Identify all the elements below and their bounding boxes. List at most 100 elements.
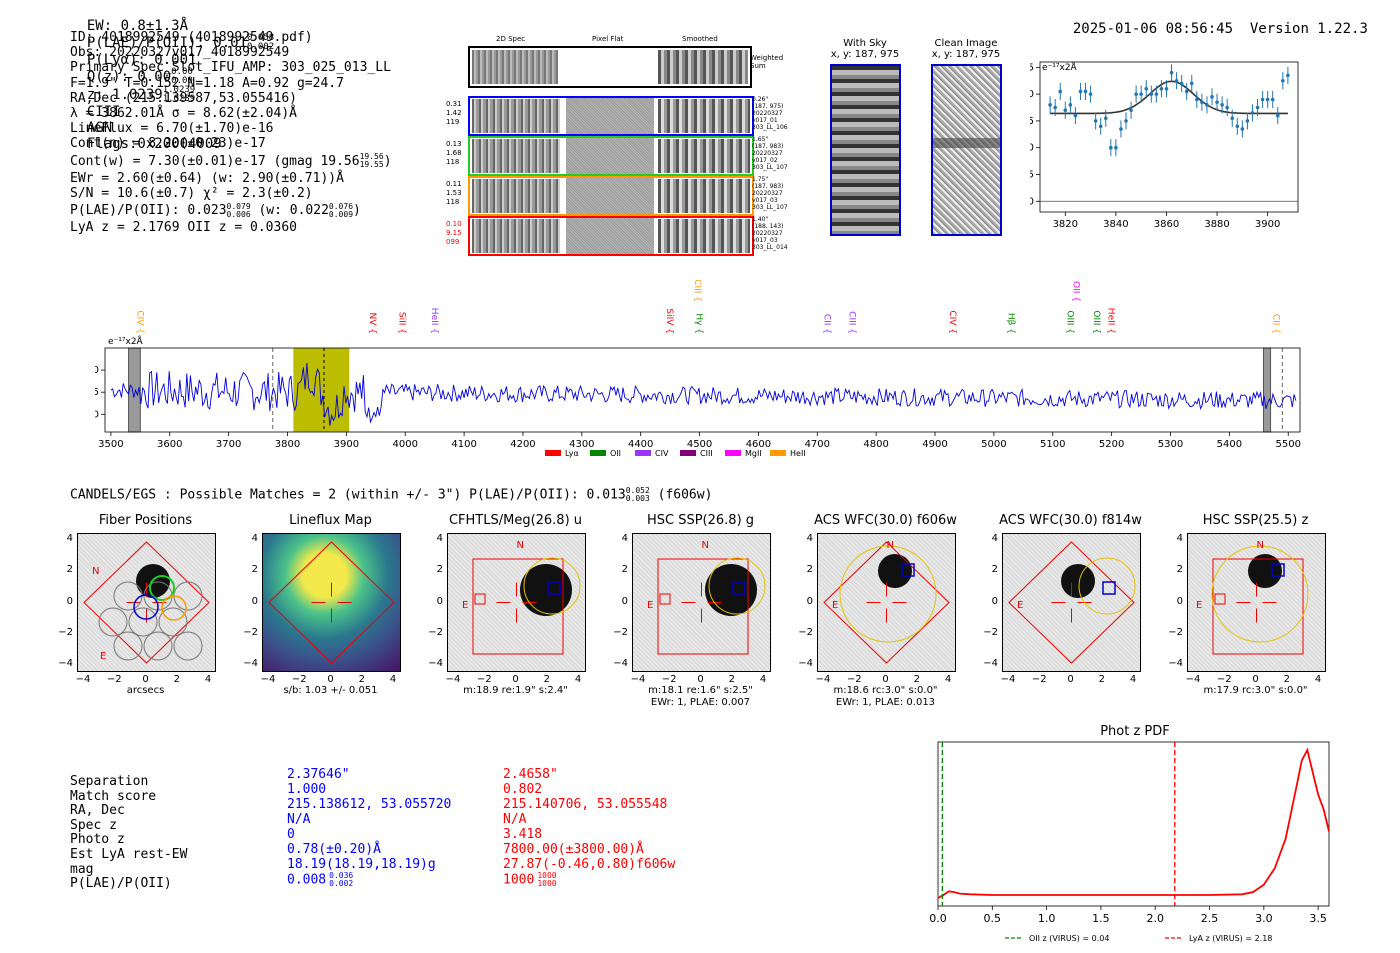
stamp-ytick-label: 4 [991,533,998,544]
cutout-right-label: v017_01 [752,117,778,124]
header-plya: P(Lyα): 0.001 [86,52,197,68]
photz-xtick-label: 2.0 [1146,912,1164,925]
legend-swatch [680,450,696,456]
stamp-caption: m:18.1 re:1.6" s:2.5" [648,685,753,696]
weighted-2d [472,50,558,84]
cutout-right-label: (187, 975) [752,103,784,110]
header-qz-lo: 0.00 [171,76,193,86]
full-xtick-label: 5400 [1217,439,1242,450]
spectral-line-marker: CIV { [134,310,144,334]
with-sky-xy: x, y: 187, 975 [830,49,900,60]
zoom-data-point [1195,97,1199,102]
zoom-data-point [1235,124,1240,129]
stamp-overlay: NE [83,541,210,664]
cutout-right-label: 303_LL_106 [752,124,788,131]
photz-title: Phot z PDF [1100,724,1170,739]
zoom-data-point [1200,100,1204,104]
info-id: ID: 4018992549 (4018992549.pdf) [70,30,313,45]
stamp-footprint [657,558,749,655]
zoom-data-point [1144,86,1149,91]
cutout-2d-spec [472,99,560,133]
stamp-footprint [823,541,950,664]
spectral-line-marker: OIII { [1065,310,1075,334]
info-params: F=1.9" T=0.152 N=1.18 A=0.92 g=24.7 [70,75,344,91]
zoom-data-point [1139,92,1143,96]
cutout-left-label: 118 [446,158,460,166]
match-label: RA, Dec [70,803,125,819]
header-qz-hi: 0.00 [171,67,193,77]
match-labels: Separation Match score RA, Dec Spec z Photo … [70,774,187,891]
cutout-left-label: 0.31 [446,100,462,108]
stamp-xtick-label: 0 [882,674,889,685]
zoom-xtick-label: 3820 [1053,219,1078,230]
full-xtick-label: 3900 [334,439,359,450]
full-xtick-label: 5200 [1099,439,1124,450]
zoom-data-point [1255,105,1260,110]
stamp-overlay: EN [1196,540,1309,655]
stamp-xtick-label: 0 [512,674,519,685]
stamp-match-box [1271,563,1285,577]
stamp-caption: m:18.6 rc:3.0" s:0.0" [833,685,938,696]
full-xtick-label: 3800 [275,439,300,450]
match-blue-value: 1.000 [287,782,327,797]
stamp-ellipse [523,557,581,615]
spectral-line-marker: HeII { [429,308,439,334]
full-xtick-label: 4600 [746,439,771,450]
cutout-2d-spec [472,179,560,213]
full-xtick-label: 4400 [628,439,653,450]
stamp-footprint [472,558,564,655]
stamp-xtick-label: 0 [142,674,149,685]
zoom-ytick-label: 5 [1030,170,1034,181]
line-fit-scale-label: e⁻¹⁷x2Å [1042,61,1078,73]
spectral-line-marker: HeII { [1106,308,1116,334]
match-blue-value: 0 [287,827,295,842]
stamp-xtick-label: 2 [358,674,365,685]
stamp-xtick-label: 0 [327,674,334,685]
stamp-overlay: EN [462,540,581,655]
stamp-e-label: E [100,651,106,662]
match-red-value: 2.4658" [503,767,558,782]
stamp-ytick-label: 2 [66,564,73,576]
match-red-value: 215.140706, 53.055548 [503,797,668,812]
stamp-ytick-label: 0 [66,595,73,607]
stamp-ytick-label: −4 [243,658,258,669]
full-xtick-label: 5100 [1040,439,1065,450]
stamp-e-label: E [1196,600,1202,611]
timestamp: 2025-01-06 08:56:45 [1072,21,1234,37]
info-lya: LyA z = 2.1769 OII z = 0.0360 [70,220,297,236]
cutout-right-label: 303_LL_107 [752,164,788,171]
photz-curve [937,747,1330,899]
legend-label: OII [610,449,621,458]
fiber-circle-orange [161,595,187,621]
zoom-data-point [1265,97,1270,102]
candels-header: CANDELS/EGS : Possible Matches = 2 (with… [70,487,712,503]
stamp-xtick-label: 0 [1252,674,1259,685]
cutout-right-label: 20220327 [752,110,783,117]
stamp-e-label: E [1017,600,1023,611]
cutout-right-label: 1.65" [752,136,769,143]
zoom-data-point [1078,89,1083,94]
photz-xtick-label: 3.0 [1255,912,1273,925]
zoom-xtick-label: 3860 [1154,219,1179,230]
stamp-footprint [83,541,210,664]
stamp-ytick-label: −2 [798,626,813,638]
zoom-data-point [1053,105,1057,110]
header-summary: EW: 0.8±1.3Å P(LAE)/P(OII): 0.01 0.058 0.0… [70,2,291,152]
stamp-ytick-label: 4 [436,533,443,544]
match-red-lo: 1000 [537,879,557,888]
photz-xtick-label: 1.0 [1038,912,1056,925]
cutout-row [468,176,754,216]
spectral-line-marker: CIV { [947,310,957,334]
match-red-hi: 1000 [537,871,557,880]
spectral-line-marker: CII { [821,314,831,334]
match-label: mag [70,861,94,877]
full-xtick-label: 5500 [1276,439,1301,450]
header-z: z: 1.0239 [86,87,163,103]
spectrum-line [110,362,1297,426]
zoom-data-point [1149,92,1154,96]
zoom-data-point [1109,145,1113,150]
legend-swatch [545,450,561,456]
stamp-ellipse [1211,545,1309,643]
stamp-ellipse [1078,557,1136,615]
